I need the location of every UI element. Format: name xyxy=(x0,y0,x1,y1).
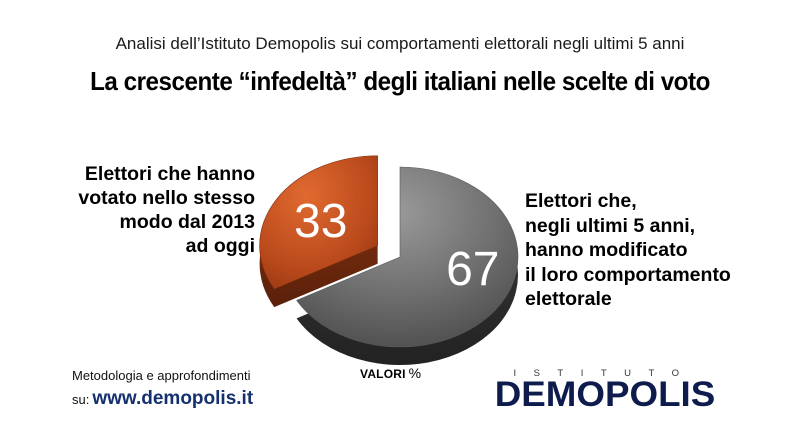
changed-voters-label-line-5: elettorale xyxy=(525,288,612,310)
data-label-stable-voters: 33 xyxy=(294,195,347,248)
methodology-text: Metodologia e approfondimenti xyxy=(72,368,251,383)
changed-voters-label-line-2: negli ultimi 5 anni, xyxy=(525,214,696,237)
site-prefix: su: xyxy=(72,392,90,407)
demopolis-logo: ISTITUTO DEMOPOLIS xyxy=(480,368,730,414)
logo-main-text: DEMOPOLIS xyxy=(494,375,716,414)
logo-top-text: ISTITUTO xyxy=(513,368,697,379)
changed-voters-label-line-3: hanno modificato xyxy=(525,239,688,261)
chart-title: La crescente “infedeltà” degli italiani … xyxy=(90,66,710,96)
stable-voters-label-line-2: votato nello stesso xyxy=(78,187,255,209)
data-label-changed-voters: 67 xyxy=(446,243,499,296)
slice-label-stable-voters: Elettori che hanno votato nello stesso mod… xyxy=(40,162,255,258)
changed-voters-label-line-1: Elettori che, xyxy=(525,190,637,212)
stable-voters-label-line-3: modo dal 2013 xyxy=(119,211,255,233)
unit-symbol: % xyxy=(408,365,422,381)
unit-label: VALORI% xyxy=(360,365,421,381)
changed-voters-label-line-4: il loro comportamento xyxy=(525,263,731,286)
stable-voters-label-line-4: ad oggi xyxy=(185,235,255,257)
stable-voters-label-line-1: Elettori che hanno xyxy=(84,163,255,185)
site-link[interactable]: www.demopolis.it xyxy=(92,388,254,409)
site-line: su: www.demopolis.it xyxy=(72,388,253,410)
slice-label-changed-voters: Elettori che, negli ultimi 5 anni, hanno m… xyxy=(525,189,785,312)
unit-label-text: VALORI xyxy=(360,367,406,381)
pie-slice-changed-voters xyxy=(296,166,519,348)
pie-slice-stable-voters xyxy=(259,155,378,290)
chart-subtitle: Analisi dell’Istituto Demopolis sui comp… xyxy=(115,34,685,53)
